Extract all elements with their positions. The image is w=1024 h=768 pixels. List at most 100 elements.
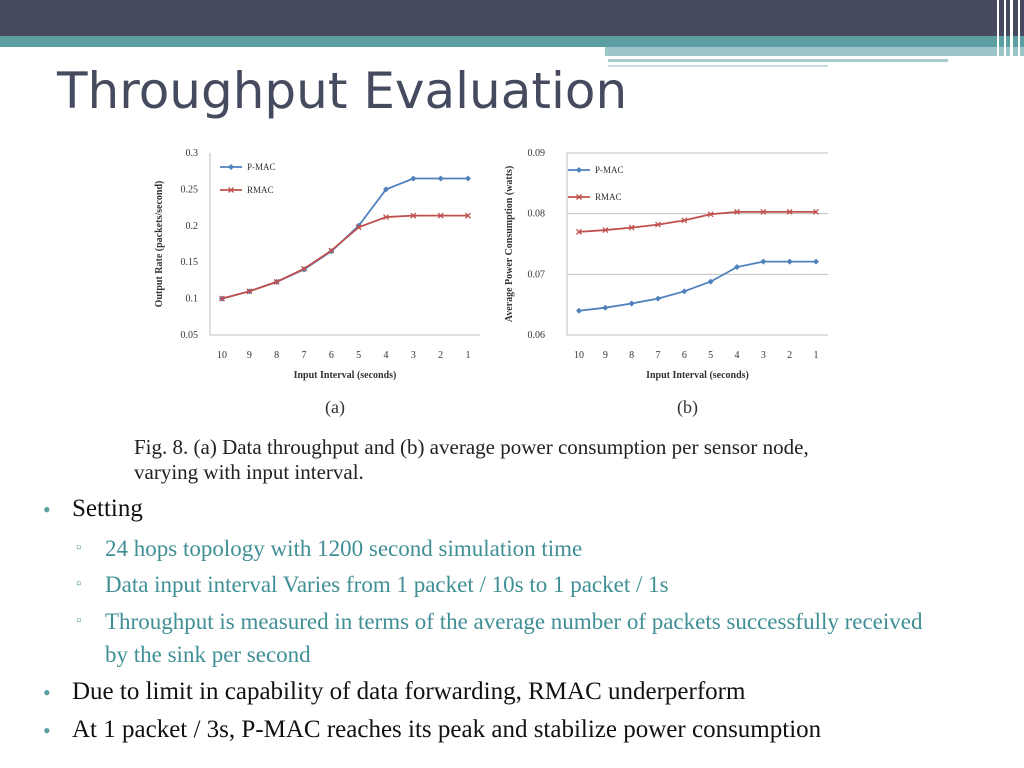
data-point [655,221,661,228]
bullet-text: Setting [72,495,143,522]
y-tick-label: 0.05 [181,330,199,341]
sub-bullet-text: Throughput is measured in terms of the a… [105,609,923,667]
sub-bullet-text: Data input interval Varies from 1 packet… [105,572,669,597]
series-line-pmac [578,260,816,312]
x-tick-label: 2 [438,350,443,361]
figure-caption: Fig. 8. (a) Data throughput and (b) aver… [134,435,809,484]
legend-label: RMAC [595,192,622,202]
data-point [383,186,389,193]
data-point [437,212,444,219]
header-accent-line-short [608,65,828,67]
legend-marker [228,187,234,193]
x-tick-label: 4 [735,350,740,361]
y-axis-label: Average Power Consumption (watts) [504,166,515,323]
x-tick-label: 1 [466,350,471,361]
x-tick-label: 5 [708,350,713,361]
header-bar [0,0,1024,36]
x-tick-label: 2 [787,350,792,361]
series-line-rmac [578,210,816,233]
y-tick-label: 0.25 [181,184,199,195]
x-tick-label: 9 [603,350,608,361]
header-accent-line [608,59,948,62]
figure: 0.3 0.25 0.2 0.15 0.1 0.05 10 9 8 7 6 5 4 3 2 1 Input In… [140,140,860,485]
data-point [681,217,688,224]
data-point [219,295,225,302]
data-point [246,288,253,295]
data-point [760,258,767,265]
y-tick-label: 0.3 [186,148,199,159]
data-point [410,212,417,219]
x-tick-label: 6 [682,350,687,361]
x-tick-label: 3 [411,350,416,361]
data-point [602,304,609,311]
sub-bullet-square-icon: ▫ [76,613,82,629]
legend-label: P-MAC [595,165,624,175]
legend-label: P-MAC [247,162,276,172]
bullet-dot-icon: • [43,680,51,705]
data-point [628,224,635,231]
bullet-dot-icon: • [43,497,51,522]
data-point [628,300,635,307]
bullet-text: Due to limit in capability of data forwa… [72,678,746,705]
legend-marker [576,167,582,173]
panel-label: (a) [325,397,345,418]
x-tick-label: 6 [329,350,334,361]
header-vertical-bars [994,0,1024,66]
data-point [681,288,688,295]
bullet-text: At 1 packet / 3s, P-MAC reaches its peak… [72,716,822,743]
bullet-dot-icon: • [43,718,51,743]
x-tick-label: 4 [384,350,389,361]
x-tick-label: 8 [629,350,634,361]
x-tick-label: 7 [656,350,661,361]
x-tick-label: 1 [814,350,819,361]
x-axis-label: Input Interval (seconds) [646,370,749,381]
figure-charts: 0.3 0.25 0.2 0.15 0.1 0.05 10 9 8 7 6 5 4 3 2 1 Input In… [154,148,828,418]
data-point [355,222,362,229]
panel-label: (b) [677,397,698,418]
data-point [707,278,714,285]
data-point [786,208,793,215]
x-tick-label: 7 [302,350,307,361]
legend-marker [228,164,234,170]
header-accent-stripe [0,36,1024,47]
data-point [465,175,471,182]
data-point [734,264,740,271]
data-point [410,175,417,182]
x-tick-label: 9 [247,350,252,361]
y-tick-label: 0.15 [181,257,199,268]
sub-bullet-square-icon: ▫ [76,576,82,592]
data-point [273,278,280,285]
legend-marker [576,194,582,200]
data-point [301,265,307,272]
data-point [786,258,793,265]
sub-bullet-text: 24 hops topology with 1200 second simula… [105,536,583,561]
sub-bullet-square-icon: ▫ [76,540,82,556]
data-point [576,307,582,314]
x-tick-label: 5 [356,350,361,361]
x-tick-label: 10 [217,350,227,361]
data-point [813,258,819,265]
x-tick-label: 10 [574,350,584,361]
data-point [602,227,609,234]
header-accent-stripe-light [605,47,1024,56]
y-tick-label: 0.07 [528,269,546,280]
data-point [655,295,661,302]
data-point [760,208,767,215]
legend-label: RMAC [247,185,274,195]
data-point [813,208,819,215]
x-axis-label: Input Interval (seconds) [294,370,397,381]
data-point [465,212,471,219]
data-point [734,208,740,215]
data-point [576,228,582,235]
series-line-rmac [221,214,468,300]
data-point [707,211,714,218]
y-tick-label: 0.08 [528,209,546,220]
y-tick-label: 0.06 [528,330,546,341]
x-tick-label: 3 [761,350,766,361]
x-tick-label: 8 [274,350,279,361]
data-point [355,224,362,231]
y-tick-label: 0.09 [528,148,546,159]
data-point [437,175,444,182]
data-point [383,214,389,221]
y-axis-label: Output Rate (packets/second) [154,181,165,308]
